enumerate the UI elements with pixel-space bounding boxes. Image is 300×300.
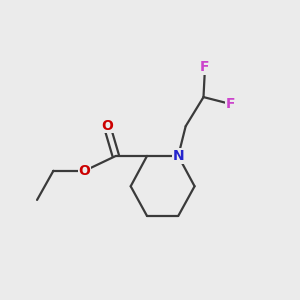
Text: F: F — [226, 97, 235, 111]
Text: O: O — [101, 118, 113, 133]
Text: N: N — [172, 149, 184, 163]
Text: F: F — [200, 60, 210, 74]
Text: O: O — [79, 164, 91, 178]
